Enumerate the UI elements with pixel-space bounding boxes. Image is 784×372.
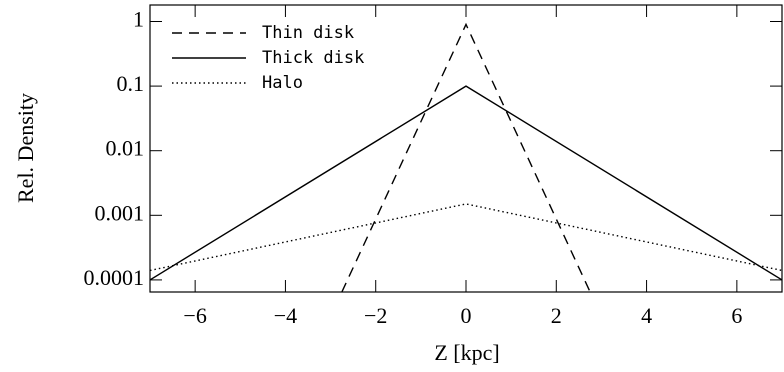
legend-label: Thick disk — [262, 48, 364, 68]
x-tick-label: −6 — [183, 303, 206, 328]
series-line — [341, 22, 591, 292]
y-axis-label: Rel. Density — [13, 93, 38, 203]
y-tick-label: 0.001 — [95, 200, 145, 225]
x-tick-label: 4 — [641, 303, 652, 328]
legend-label: Thin disk — [262, 23, 354, 43]
series-line — [150, 203, 782, 272]
y-tick-label: 1 — [133, 7, 144, 32]
x-tick-label: 2 — [551, 303, 562, 328]
plot-frame — [149, 4, 783, 293]
x-tick-label: 6 — [731, 303, 742, 328]
x-tick-label: −2 — [364, 303, 387, 328]
x-axis-label: Z [kpc] — [434, 340, 499, 365]
legend-label: Halo — [262, 73, 303, 93]
series-line — [150, 85, 782, 281]
x-tick-label: 0 — [461, 303, 472, 328]
y-tick-label: 0.0001 — [84, 265, 145, 290]
y-tick-label: 0.01 — [106, 136, 145, 161]
x-tick-label: −4 — [274, 303, 297, 328]
y-tick-label: 0.1 — [117, 71, 145, 96]
